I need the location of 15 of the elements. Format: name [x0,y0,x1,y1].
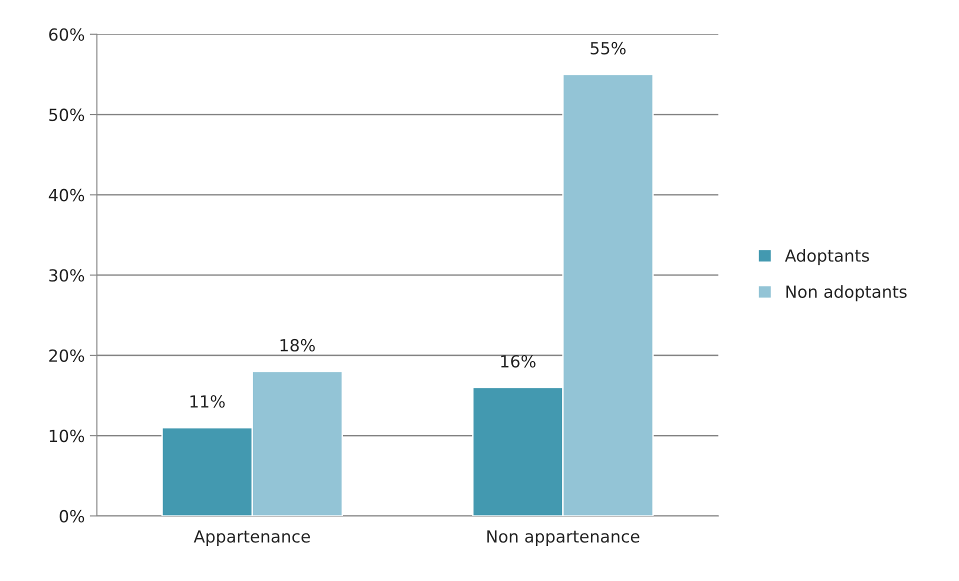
data-label: 11% [190,395,225,408]
y-tick-label: 0% [60,510,84,522]
y-tick-label: 40% [48,188,84,202]
y-tick-label: 20% [49,349,84,362]
y-tick-label: 10% [50,430,84,442]
legend-label: Non adoptants [786,285,907,302]
x-tick-label: Appartenance [194,530,310,546]
y-tick-label: 60% [49,28,84,41]
data-label: 16% [501,354,536,368]
x-tick-label: Non appartenance [487,530,640,546]
y-tick-label: 30% [49,269,84,282]
legend-label: Adoptants [784,248,869,266]
data-label: 18% [280,338,315,352]
data-label: 55% [590,42,626,55]
y-tick-label: 50% [49,108,84,122]
